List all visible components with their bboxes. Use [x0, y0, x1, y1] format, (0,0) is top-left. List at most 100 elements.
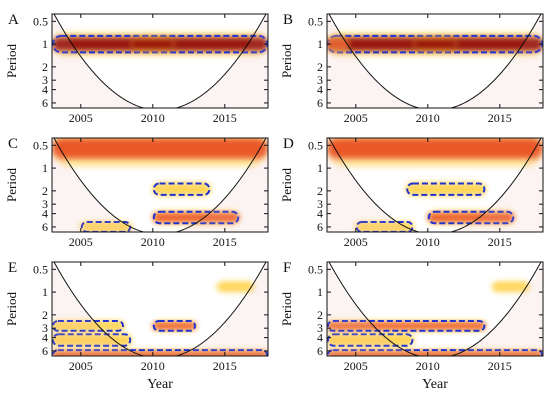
y-tick-label: 0.5 [308, 138, 323, 152]
cone-of-influence [53, 262, 267, 356]
power-band [327, 39, 349, 49]
x-tick-label: 2005 [344, 111, 368, 125]
y-tick-label: 6 [42, 96, 48, 110]
plot-area [52, 14, 268, 108]
x-tick-label: 2005 [69, 235, 93, 249]
y-tick-label: 4 [317, 207, 323, 221]
power-band [80, 223, 132, 231]
power-band [327, 138, 543, 159]
x-tick-label: 2005 [69, 359, 93, 373]
power-band [52, 138, 268, 159]
plot-area [327, 262, 543, 356]
cone-of-influence [328, 262, 542, 356]
power-band [406, 184, 486, 194]
y-tick-label: 6 [317, 96, 323, 110]
axes-frame [51, 261, 269, 357]
y-tick-label: 2 [317, 184, 323, 198]
cone-shade [52, 262, 268, 356]
y-tick-label: 1 [42, 161, 48, 175]
cone-shade [327, 262, 543, 356]
x-tick-label: 2010 [416, 359, 440, 373]
x-tick-label: 2015 [488, 235, 512, 249]
x-tick-label: 2015 [213, 111, 237, 125]
y-axis-label: Period [279, 44, 294, 78]
y-tick-label: 1 [317, 285, 323, 299]
x-tick-label: 2015 [213, 235, 237, 249]
axes-frame [51, 13, 269, 109]
y-tick-label: 0.5 [308, 262, 323, 276]
y-axis-label: Period [279, 168, 294, 202]
cone-shade [52, 138, 268, 232]
significance-contour [327, 333, 414, 347]
panel-letter: A [8, 12, 19, 28]
y-tick-label: 6 [42, 220, 48, 234]
y-axis-label: Period [4, 292, 19, 326]
significance-contour [406, 182, 486, 196]
y-tick-label: 3 [317, 321, 323, 335]
x-tick-label: 2015 [488, 359, 512, 373]
power-band [52, 322, 124, 330]
significance-contour [52, 349, 268, 356]
y-tick-label: 0.5 [308, 14, 323, 28]
plot-area [52, 262, 268, 356]
y-tick-label: 2 [42, 60, 48, 74]
x-tick-label: 2005 [69, 111, 93, 125]
panel-letter: B [283, 12, 293, 28]
power-band [52, 351, 268, 356]
x-tick-label: 2010 [141, 111, 165, 125]
y-tick-label: 0.5 [33, 138, 48, 152]
x-tick-label: 2005 [344, 359, 368, 373]
y-tick-label: 3 [42, 197, 48, 211]
y-tick-label: 1 [42, 285, 48, 299]
y-tick-label: 0.5 [33, 262, 48, 276]
y-tick-label: 1 [317, 37, 323, 51]
y-tick-label: 3 [42, 321, 48, 335]
significance-contour [327, 349, 543, 356]
cone-of-influence [328, 138, 542, 232]
y-axis-label: Period [279, 292, 294, 326]
cone-shade [327, 14, 543, 108]
axes-frame [326, 13, 544, 109]
plot-area [327, 14, 543, 108]
cone-of-influence [328, 14, 542, 108]
power-band [413, 39, 457, 49]
panel-letter: E [8, 260, 17, 276]
significance-contour [52, 320, 124, 332]
axes-frame [326, 137, 544, 233]
y-tick-label: 2 [317, 60, 323, 74]
x-tick-label: 2010 [416, 235, 440, 249]
power-band [492, 283, 529, 291]
y-tick-label: 1 [317, 161, 323, 175]
x-tick-label: 2010 [141, 235, 165, 249]
y-tick-label: 4 [317, 83, 323, 97]
panel-letter: F [283, 260, 291, 276]
y-tick-label: 2 [42, 184, 48, 198]
plot-area [327, 138, 543, 232]
x-tick-label: 2015 [213, 359, 237, 373]
y-tick-label: 6 [42, 344, 48, 358]
power-band [327, 351, 543, 356]
axes-frame [51, 137, 269, 233]
y-tick-label: 6 [317, 220, 323, 234]
y-tick-label: 1 [42, 37, 48, 51]
power-band [427, 213, 515, 222]
panel-letter: C [8, 136, 18, 152]
y-tick-label: 4 [317, 331, 323, 345]
power-band [152, 213, 240, 222]
significance-contour [152, 182, 211, 196]
y-tick-label: 0.5 [33, 14, 48, 28]
power-band [327, 322, 486, 330]
significance-contour [327, 320, 486, 332]
power-band [217, 283, 254, 291]
y-tick-label: 4 [42, 331, 48, 345]
cone-shade [327, 138, 543, 232]
x-axis-label: Year [147, 377, 173, 392]
plot-background [52, 14, 268, 108]
y-tick-label: 3 [317, 197, 323, 211]
x-tick-label: 2010 [416, 111, 440, 125]
